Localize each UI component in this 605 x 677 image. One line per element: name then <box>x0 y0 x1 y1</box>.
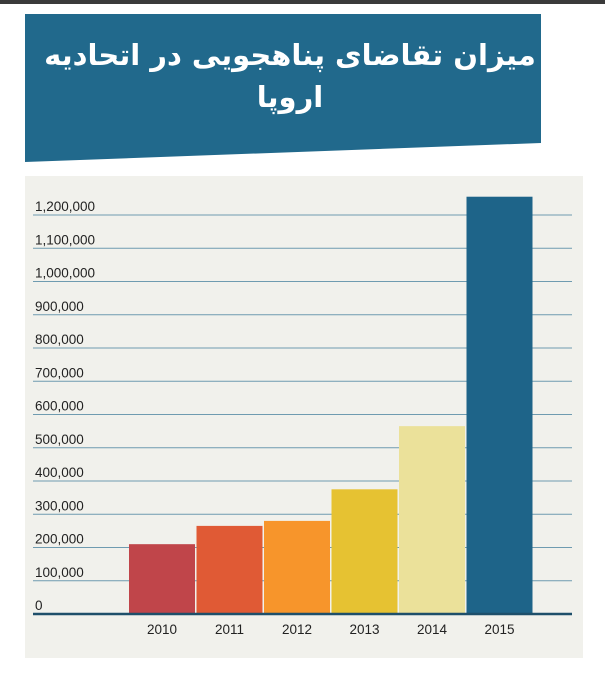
y-tick-label: 500,000 <box>35 432 84 447</box>
chart-panel: 0 100,000 200,000 300,000 400,000 500,000 600,… <box>25 176 583 658</box>
bar-chart: 0 100,000 200,000 300,000 400,000 500,000 600,… <box>33 196 572 637</box>
x-tick-label: 2012 <box>282 622 312 637</box>
page-title: میزان تقاضای پناهجویی در اتحادیه اروپا <box>44 38 536 114</box>
x-tick-label: 2015 <box>484 622 514 637</box>
x-tick-label: 2010 <box>147 622 177 637</box>
y-tick-label: 200,000 <box>35 532 84 547</box>
y-tick-label: 600,000 <box>35 399 84 414</box>
y-tick-label: 1,000,000 <box>35 266 95 281</box>
y-tick-label: 700,000 <box>35 365 84 380</box>
y-tick-label: 1,100,000 <box>35 232 95 247</box>
x-tick-label: 2014 <box>417 622 448 637</box>
bar-2012 <box>264 520 330 614</box>
y-tick-label: 900,000 <box>35 299 84 314</box>
bar-2014 <box>399 426 465 614</box>
y-tick-label: 1,200,000 <box>35 199 95 214</box>
x-tick-label: 2011 <box>215 622 244 637</box>
bar-2013 <box>331 489 398 614</box>
bar-2015 <box>466 196 533 614</box>
x-tick-label: 2013 <box>349 622 379 637</box>
bar-2011 <box>196 525 263 614</box>
bar-2010 <box>129 544 195 614</box>
y-tick-label: 0 <box>35 598 43 613</box>
y-tick-label: 800,000 <box>35 332 84 347</box>
banner-shape <box>25 14 541 162</box>
top-divider <box>0 0 605 4</box>
y-tick-label: 300,000 <box>35 498 84 513</box>
y-tick-label: 100,000 <box>35 565 84 580</box>
y-tick-label: 400,000 <box>35 465 84 480</box>
title-banner: میزان تقاضای پناهجویی در اتحادیه اروپا <box>0 0 605 170</box>
